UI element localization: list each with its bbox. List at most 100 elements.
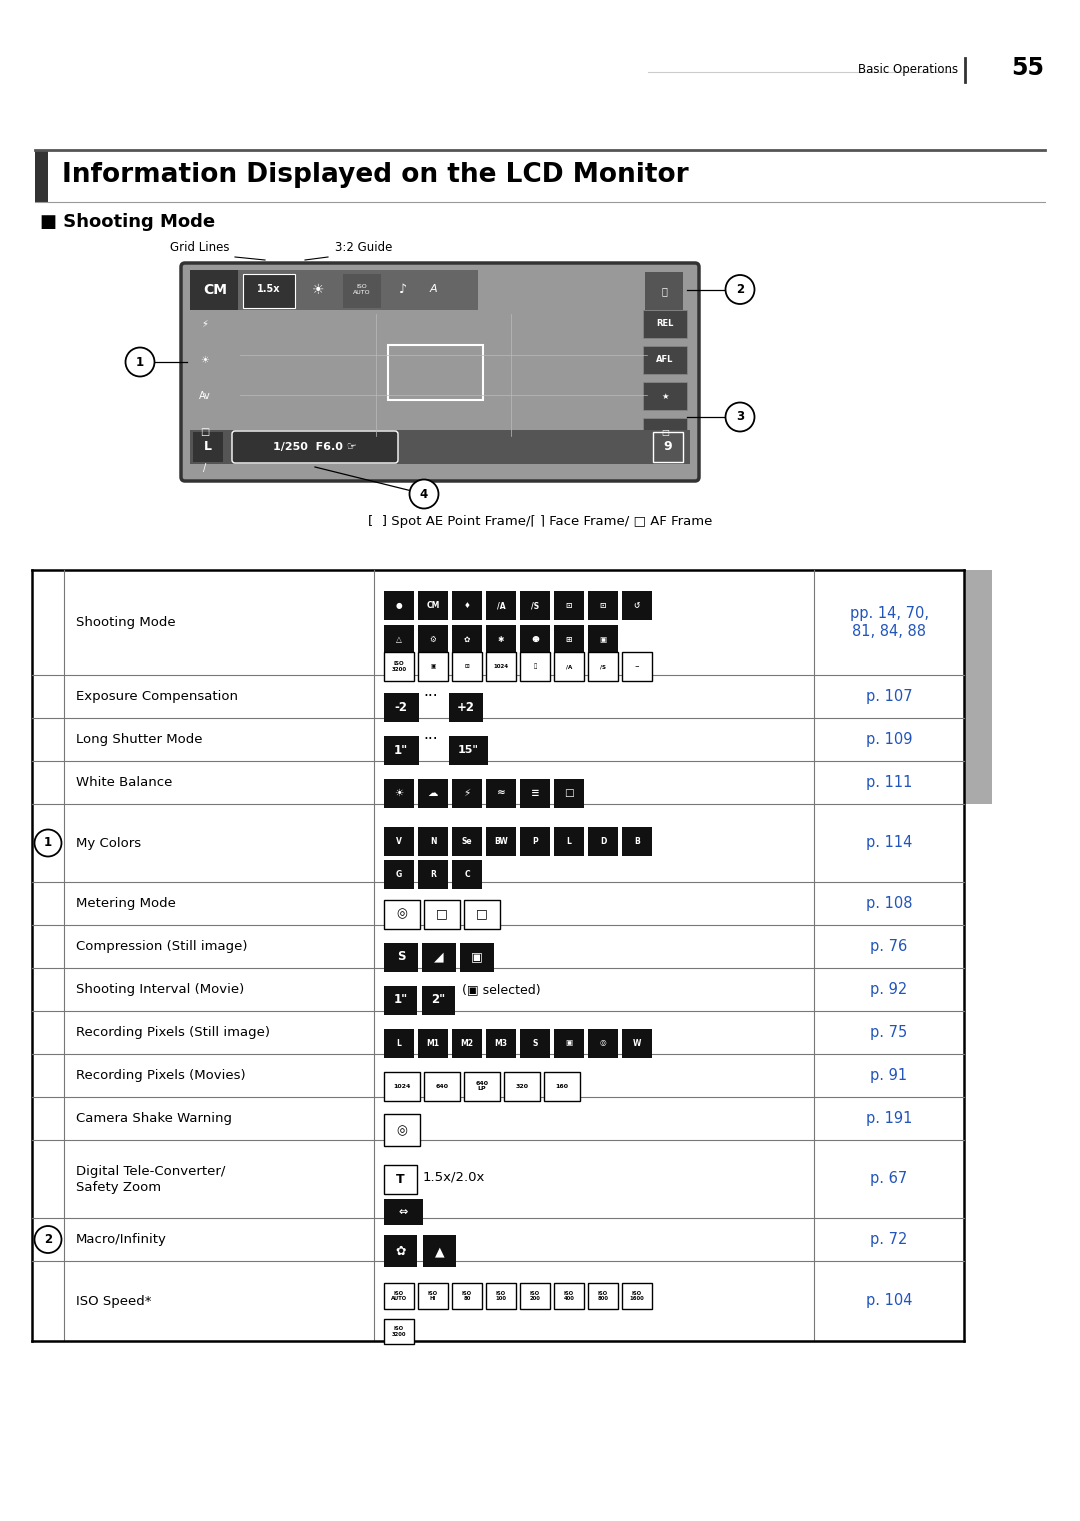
Text: p. 111: p. 111: [866, 776, 913, 789]
Bar: [384, 1071, 420, 1101]
Bar: [448, 692, 483, 721]
Text: 55: 55: [1012, 56, 1044, 81]
Text: p. 107: p. 107: [866, 689, 913, 704]
Bar: [388, 344, 483, 400]
Text: ISO
400: ISO 400: [564, 1291, 575, 1302]
Text: Recording Pixels (Movies): Recording Pixels (Movies): [76, 1069, 245, 1081]
Text: M1: M1: [427, 1039, 440, 1048]
Bar: [964, 570, 993, 805]
Bar: [504, 1071, 540, 1101]
Bar: [519, 625, 550, 654]
Text: p. 92: p. 92: [870, 983, 907, 996]
Text: ISO Speed*: ISO Speed*: [76, 1294, 151, 1308]
Text: pp. 14, 70,
81, 84, 88: pp. 14, 70, 81, 84, 88: [850, 607, 929, 639]
Text: 640: 640: [435, 1083, 448, 1089]
Text: ≈: ≈: [497, 788, 505, 799]
Text: □: □: [436, 908, 448, 920]
Text: p. 191: p. 191: [866, 1110, 913, 1126]
Text: ✿: ✿: [463, 634, 470, 643]
Text: 3:2 Guide: 3:2 Guide: [335, 240, 392, 254]
Text: CM: CM: [203, 283, 227, 297]
Bar: [384, 943, 418, 972]
Bar: [418, 625, 448, 654]
Bar: [588, 1284, 618, 1310]
Bar: [384, 1165, 417, 1194]
Bar: [643, 418, 687, 446]
Bar: [238, 271, 478, 310]
Text: ♦: ♦: [463, 601, 471, 610]
Bar: [384, 861, 414, 890]
Bar: [35, 151, 48, 202]
Text: 320: 320: [515, 1083, 528, 1089]
Text: □: □: [661, 427, 669, 437]
Text: ◎: ◎: [599, 1039, 606, 1048]
Text: L: L: [396, 1039, 402, 1048]
Bar: [486, 827, 516, 856]
Bar: [519, 1028, 550, 1057]
Text: P: P: [532, 838, 538, 846]
Circle shape: [726, 275, 755, 304]
Text: L: L: [567, 838, 571, 846]
Text: ⊞: ⊞: [566, 634, 572, 643]
Bar: [453, 861, 482, 890]
Bar: [418, 592, 448, 621]
Bar: [464, 899, 500, 928]
Text: ISO
100: ISO 100: [496, 1291, 507, 1302]
Text: My Colors: My Colors: [76, 837, 141, 850]
Bar: [554, 625, 584, 654]
Text: D: D: [599, 838, 606, 846]
Bar: [486, 1284, 516, 1310]
Text: ISO
200: ISO 200: [529, 1291, 540, 1302]
Bar: [622, 827, 652, 856]
Text: p. 108: p. 108: [866, 896, 913, 911]
Text: /S: /S: [531, 601, 539, 610]
Bar: [554, 592, 584, 621]
Text: Digital Tele-Converter/
Safety Zoom: Digital Tele-Converter/ Safety Zoom: [76, 1165, 226, 1194]
Bar: [418, 1028, 448, 1057]
Text: ♪: ♪: [399, 283, 407, 297]
Text: S: S: [396, 951, 405, 963]
Bar: [418, 861, 448, 890]
Text: ◢: ◢: [434, 951, 444, 963]
Text: p. 72: p. 72: [870, 1232, 907, 1247]
Text: 160: 160: [555, 1083, 568, 1089]
Text: ☻: ☻: [531, 634, 539, 643]
Bar: [643, 345, 687, 374]
Bar: [519, 1284, 550, 1310]
Text: 1024: 1024: [393, 1083, 410, 1089]
Text: 1": 1": [394, 744, 408, 756]
Text: □: □: [564, 788, 573, 799]
Bar: [453, 1028, 482, 1057]
Text: ☀: ☀: [312, 283, 324, 297]
Bar: [384, 1319, 414, 1345]
Text: ~: ~: [635, 665, 639, 669]
Bar: [384, 736, 419, 765]
Circle shape: [35, 829, 62, 856]
Text: ☁: ☁: [428, 788, 438, 799]
Text: ☀: ☀: [394, 788, 404, 799]
Bar: [421, 986, 455, 1015]
Bar: [384, 692, 419, 721]
Text: Camera Shake Warning: Camera Shake Warning: [76, 1112, 232, 1126]
Text: A: A: [429, 284, 436, 295]
Bar: [588, 827, 618, 856]
Text: L: L: [204, 441, 212, 453]
Text: p. 104: p. 104: [866, 1293, 913, 1308]
Text: M3: M3: [495, 1039, 508, 1048]
Bar: [418, 1284, 448, 1310]
FancyBboxPatch shape: [181, 263, 699, 481]
Bar: [384, 592, 414, 621]
Text: ✿: ✿: [395, 1246, 406, 1258]
Text: ☀: ☀: [201, 354, 210, 365]
Text: ◎: ◎: [396, 908, 407, 920]
Text: 1": 1": [393, 993, 407, 1007]
Text: ▣: ▣: [430, 665, 435, 669]
Text: 1: 1: [44, 837, 52, 850]
Text: REL: REL: [657, 319, 674, 329]
Bar: [384, 1199, 423, 1224]
Text: p. 114: p. 114: [866, 835, 913, 850]
Text: 1024: 1024: [494, 665, 509, 669]
Text: BW: BW: [495, 838, 508, 846]
Text: ⚡: ⚡: [463, 788, 471, 799]
Bar: [418, 779, 448, 808]
